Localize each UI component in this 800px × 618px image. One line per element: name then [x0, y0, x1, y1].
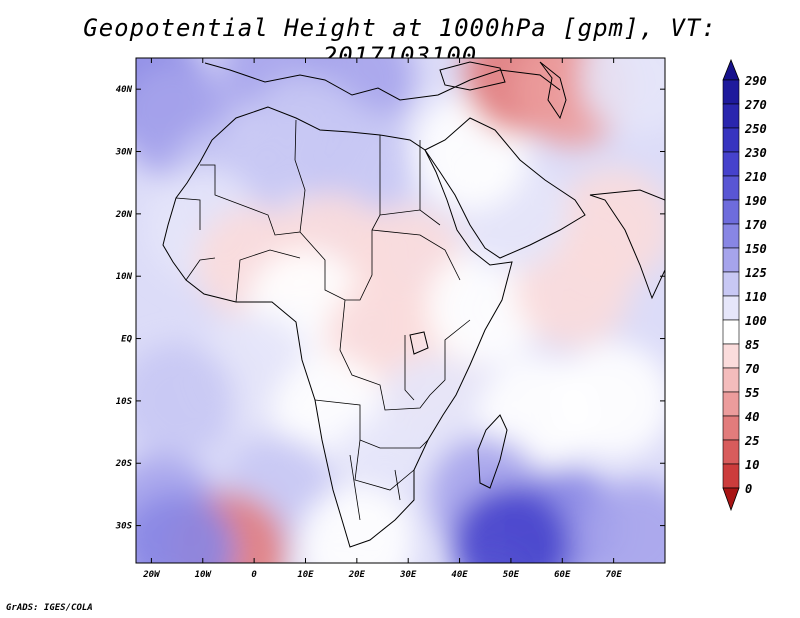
country-borders: [175, 119, 471, 521]
colorbar-label: 150: [745, 242, 767, 256]
arabia-coastline: [424, 117, 586, 259]
border-line: [175, 197, 301, 303]
map-title: Geopotential Height at 1000hPa [gpm], VT…: [83, 14, 717, 70]
colorbar-swatch: [722, 127, 740, 153]
black-sea-coastline: [439, 61, 506, 91]
geopotential-field: [136, 58, 665, 563]
colorbar-label: 190: [745, 194, 767, 208]
colorbar-swatch: [722, 367, 740, 393]
field-blob: [298, 486, 415, 563]
africa-coastline: [162, 106, 513, 548]
field-blob: [298, 105, 415, 222]
border-line: [314, 399, 429, 491]
lon-tick-label: 0: [251, 570, 257, 580]
colorbar-label: 290: [744, 74, 767, 88]
lon-tick-label: 20W: [142, 570, 161, 580]
latitude-axis: 40N 30N 20N 10N EQ 10S 20S 30S: [115, 85, 665, 532]
lon-tick-label: 40E: [451, 570, 468, 580]
colorbar-swatch: [722, 103, 740, 129]
colorbar-swatch: [722, 199, 740, 225]
lake-victoria-coastline: [409, 331, 429, 355]
lat-tick-label: 40N: [116, 85, 133, 95]
colorbar-swatch: [722, 271, 740, 297]
lat-tick-label: 20S: [115, 459, 133, 469]
colorbar-label: 210: [744, 170, 767, 184]
colorbar-swatch: [722, 463, 740, 489]
colorbar-swatch: [722, 343, 740, 369]
field-blob: [452, 486, 569, 563]
colorbar-label: 170: [745, 218, 767, 232]
lat-tick-label: EQ: [121, 335, 132, 345]
plot-frame: [135, 57, 666, 564]
colorbar-label: 100: [745, 314, 767, 328]
colorbar-swatch: [722, 319, 740, 345]
colorbar-top-cap: [722, 58, 740, 81]
field-blob: [136, 342, 236, 459]
lat-tick-label: 30S: [115, 522, 133, 532]
colorbar-swatch: [722, 151, 740, 177]
field-blob: [555, 342, 665, 459]
border-line: [200, 119, 306, 236]
lon-tick-label: 60E: [554, 570, 571, 580]
grads-credit: GrADS: IGES/COLA: [6, 603, 93, 613]
colorbar-label: 230: [744, 146, 767, 160]
colorbar-label: 0: [745, 482, 752, 496]
lat-tick-label: 10S: [116, 397, 133, 407]
colorbar-swatch: [722, 415, 740, 441]
lat-tick-label: 10N: [116, 272, 133, 282]
lon-tick-label: 30E: [399, 570, 417, 580]
coastlines: [162, 61, 665, 548]
colorbar-swatch: [722, 247, 740, 273]
madagascar-coastline: [477, 414, 508, 489]
colorbar-label: 70: [745, 362, 759, 376]
colorbar-swatch: [722, 175, 740, 201]
colorbar-swatch: [722, 223, 740, 249]
border-line: [349, 335, 415, 521]
field-layer: [136, 58, 665, 563]
colorbar-label: 270: [744, 98, 767, 112]
colorbar-label: 125: [745, 266, 767, 280]
field-blob: [581, 58, 665, 135]
colorbar-swatch: [722, 295, 740, 321]
colorbar-swatch: [722, 439, 740, 465]
colorbar-label: 85: [745, 338, 759, 352]
lon-tick-label: 10E: [297, 570, 314, 580]
lat-tick-label: 30N: [115, 148, 133, 158]
colorbar-label: 25: [744, 434, 759, 448]
lon-tick-label: 10W: [195, 570, 213, 580]
lon-tick-label: 20E: [348, 570, 366, 580]
field-blob: [427, 249, 544, 366]
europe-coastline: [204, 62, 561, 101]
field-blob: [136, 492, 236, 563]
longitude-axis: 20W 10W 0 10E 20E 30E 40E 50E 60E 70E: [142, 58, 622, 580]
colorbar-label: 55: [745, 386, 759, 400]
border-line: [339, 299, 471, 411]
colorbar-label: 10: [745, 458, 759, 472]
colorbar: 2902702502302101901701501251101008570554…: [722, 58, 767, 512]
colorbar-swatch: [722, 391, 740, 417]
lat-tick-label: 20N: [115, 210, 133, 220]
border-line: [371, 135, 461, 281]
colorbar-swatch: [722, 79, 740, 105]
lon-tick-label: 50E: [503, 570, 520, 580]
india-coastline: [589, 189, 665, 300]
colorbar-label: 250: [744, 122, 767, 136]
lon-tick-label: 70E: [606, 570, 623, 580]
caspian-coastline: [539, 61, 567, 120]
colorbar-label: 110: [745, 290, 767, 304]
colorbar-label: 40: [745, 410, 759, 424]
border-line: [299, 209, 441, 301]
field-blob: [581, 480, 665, 563]
field-blob: [555, 168, 665, 285]
colorbar-bottom-cap: [722, 487, 740, 512]
